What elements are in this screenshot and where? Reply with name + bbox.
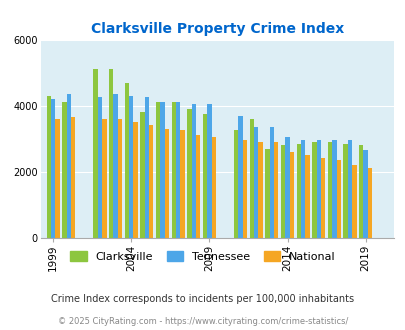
Bar bbox=[352, 165, 356, 238]
Bar bbox=[320, 158, 324, 238]
Bar bbox=[71, 117, 75, 238]
Bar bbox=[175, 102, 180, 238]
Bar bbox=[254, 127, 258, 238]
Bar bbox=[234, 130, 238, 238]
Bar bbox=[311, 142, 316, 238]
Bar bbox=[124, 82, 129, 238]
Bar bbox=[140, 112, 144, 238]
Title: Clarksville Property Crime Index: Clarksville Property Crime Index bbox=[90, 22, 343, 36]
Bar bbox=[285, 137, 289, 238]
Bar bbox=[331, 140, 336, 238]
Bar bbox=[164, 129, 168, 238]
Bar bbox=[207, 104, 211, 238]
Bar bbox=[47, 96, 51, 238]
Bar bbox=[55, 119, 60, 238]
Bar bbox=[347, 140, 352, 238]
Bar bbox=[196, 135, 200, 238]
Bar bbox=[269, 127, 273, 238]
Bar bbox=[129, 96, 133, 238]
Bar bbox=[156, 102, 160, 238]
Bar bbox=[113, 94, 117, 238]
Bar bbox=[358, 145, 362, 238]
Bar bbox=[109, 69, 113, 238]
Text: Crime Index corresponds to incidents per 100,000 inhabitants: Crime Index corresponds to incidents per… bbox=[51, 294, 354, 304]
Bar bbox=[343, 144, 347, 238]
Bar bbox=[62, 102, 66, 238]
Bar bbox=[93, 69, 98, 238]
Bar bbox=[202, 114, 207, 238]
Bar bbox=[258, 142, 262, 238]
Bar bbox=[149, 125, 153, 238]
Bar bbox=[191, 104, 196, 238]
Bar bbox=[316, 140, 320, 238]
Bar bbox=[160, 102, 164, 238]
Bar bbox=[289, 152, 293, 238]
Bar bbox=[296, 144, 300, 238]
Bar bbox=[180, 130, 184, 238]
Bar bbox=[171, 102, 175, 238]
Legend: Clarksville, Tennessee, National: Clarksville, Tennessee, National bbox=[70, 251, 335, 262]
Bar bbox=[102, 119, 106, 238]
Bar bbox=[187, 109, 191, 238]
Bar bbox=[300, 140, 305, 238]
Bar bbox=[133, 122, 137, 238]
Bar bbox=[336, 160, 340, 238]
Bar bbox=[98, 97, 102, 238]
Bar bbox=[327, 142, 331, 238]
Bar bbox=[280, 145, 285, 238]
Bar bbox=[66, 94, 71, 238]
Bar bbox=[238, 115, 242, 238]
Bar bbox=[265, 148, 269, 238]
Bar bbox=[51, 99, 55, 238]
Bar bbox=[144, 97, 149, 238]
Bar bbox=[242, 140, 247, 238]
Bar bbox=[367, 168, 371, 238]
Bar bbox=[211, 137, 215, 238]
Bar bbox=[305, 155, 309, 238]
Bar bbox=[249, 119, 254, 238]
Bar bbox=[273, 142, 278, 238]
Bar bbox=[362, 150, 367, 238]
Bar bbox=[117, 119, 122, 238]
Text: © 2025 CityRating.com - https://www.cityrating.com/crime-statistics/: © 2025 CityRating.com - https://www.city… bbox=[58, 317, 347, 326]
